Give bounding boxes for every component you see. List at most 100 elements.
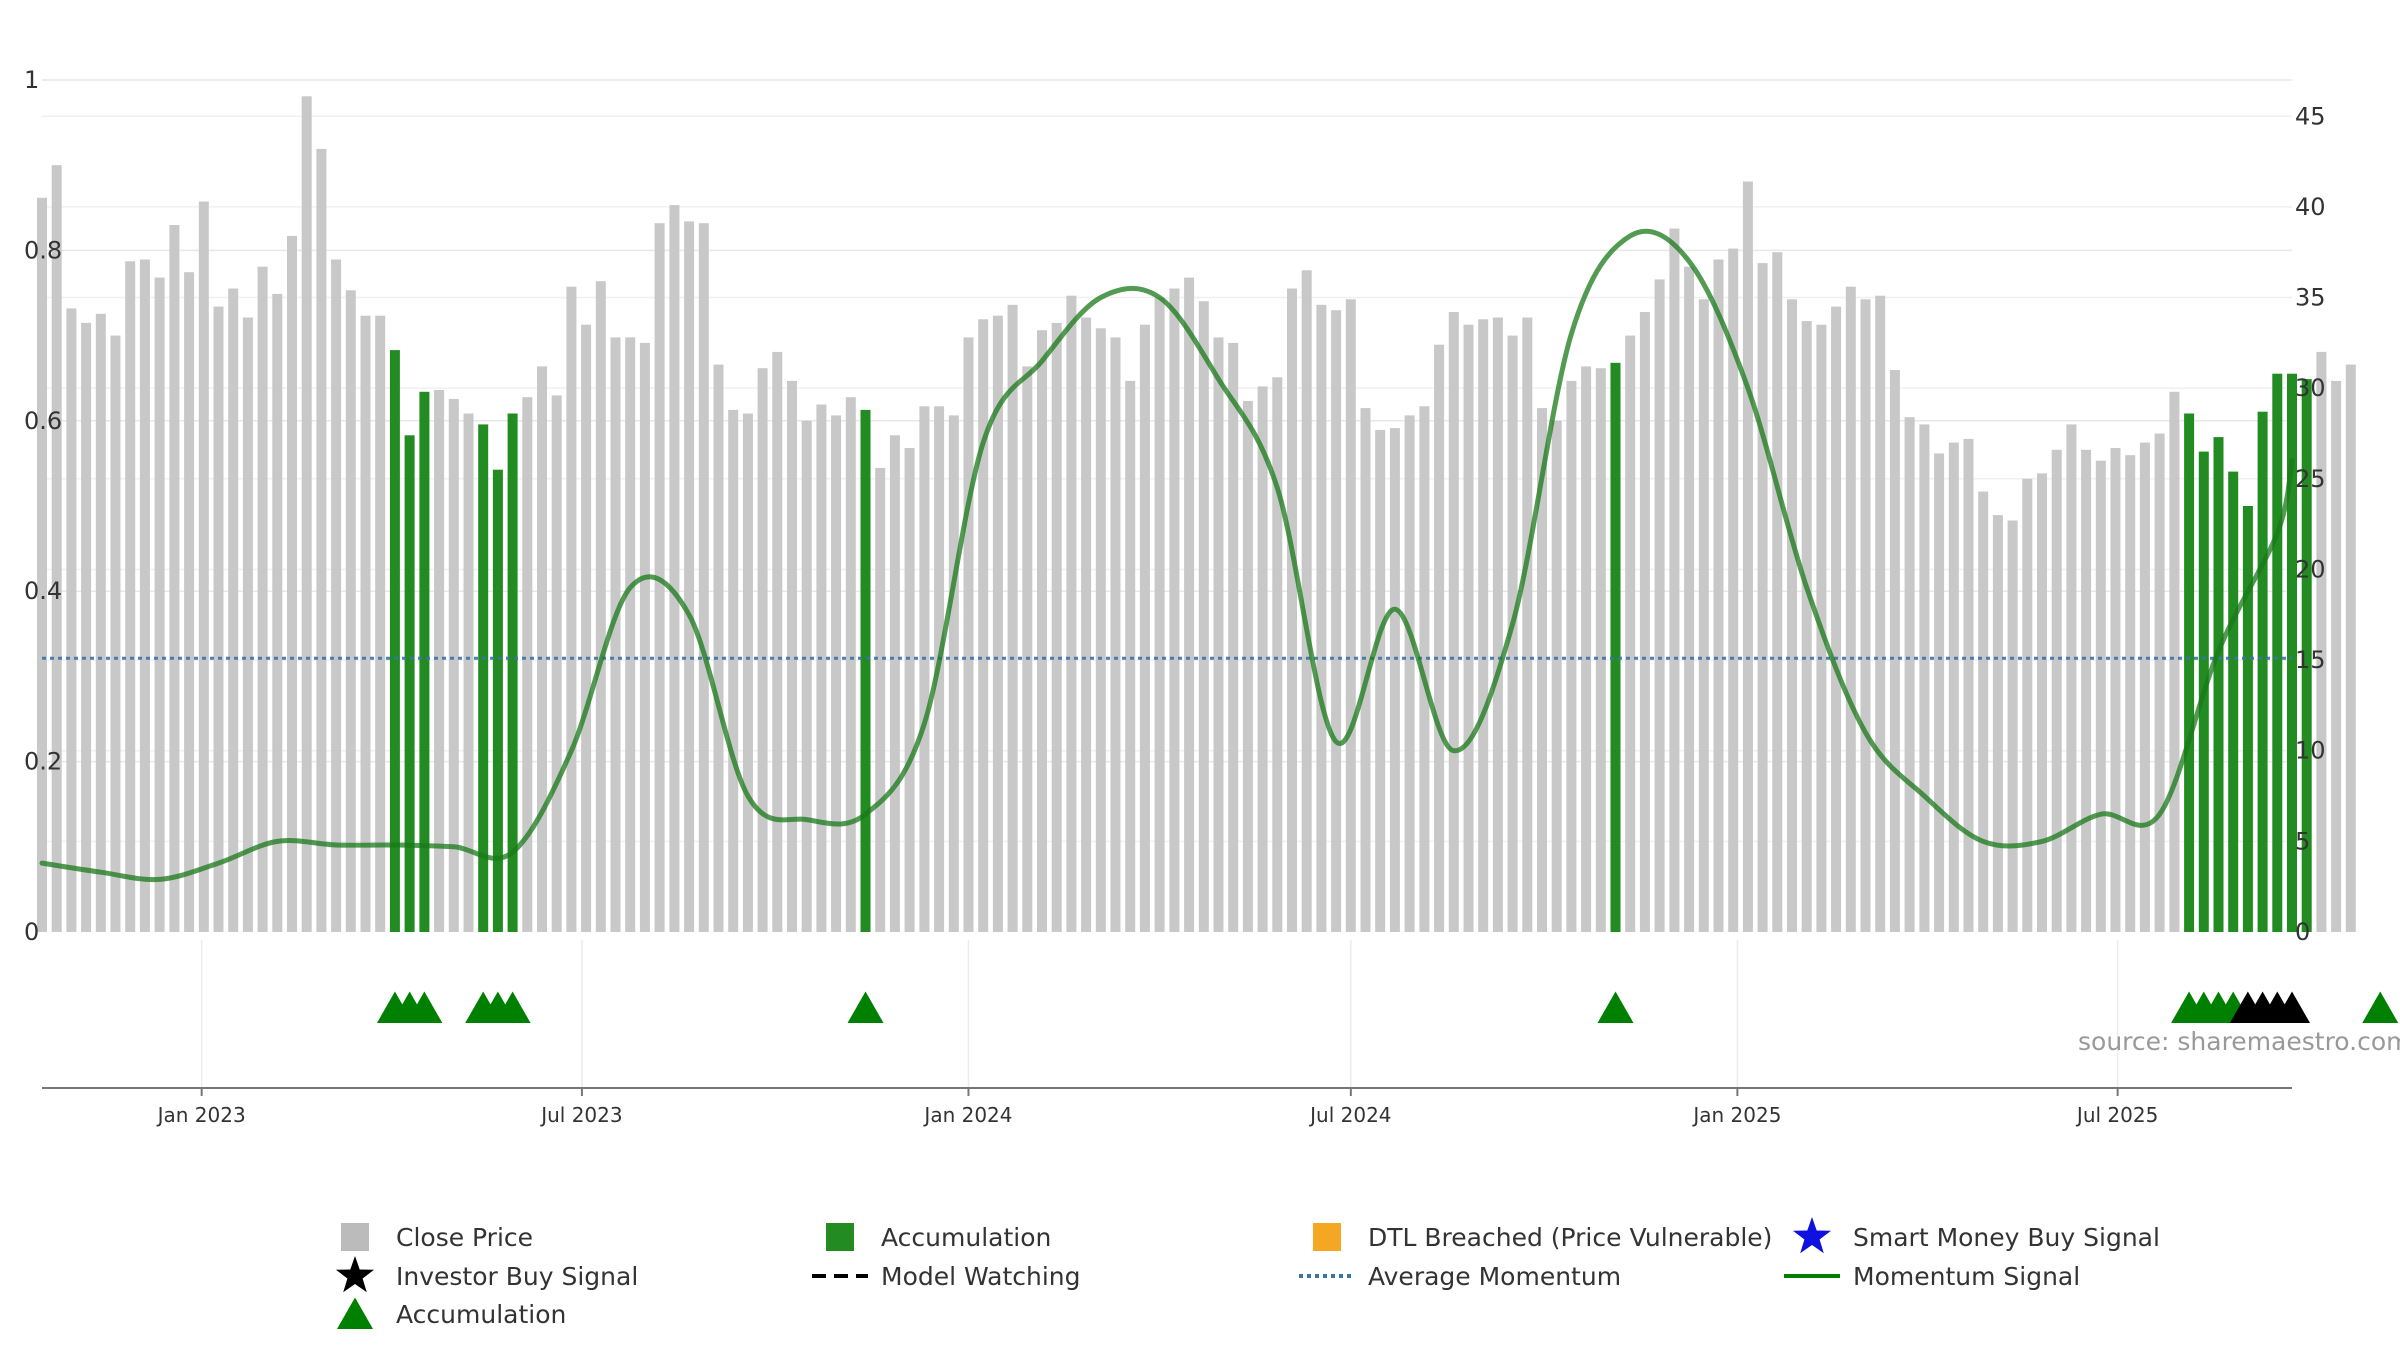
price-bar bbox=[595, 281, 606, 932]
price-bar bbox=[51, 165, 62, 932]
price-bar bbox=[272, 293, 283, 932]
right-tick-label: 25 bbox=[2295, 465, 2326, 493]
price-bar bbox=[831, 415, 842, 932]
right-tick-label: 35 bbox=[2295, 284, 2326, 312]
price-bar bbox=[463, 413, 474, 932]
price-bar bbox=[2007, 520, 2018, 932]
price-bar bbox=[1007, 304, 1018, 932]
legend-label: Investor Buy Signal bbox=[396, 1262, 638, 1291]
x-tick-label: Jan 2025 bbox=[1691, 1103, 1781, 1127]
price-bar bbox=[213, 306, 224, 933]
x-tick-label: Jan 2023 bbox=[156, 1103, 246, 1127]
legend-label: Model Watching bbox=[881, 1262, 1081, 1291]
legend-star-icon bbox=[1793, 1217, 1831, 1254]
price-bar bbox=[1463, 324, 1474, 932]
legend-label: Smart Money Buy Signal bbox=[1853, 1223, 2160, 1252]
price-bar bbox=[2345, 364, 2356, 933]
price-bar bbox=[1992, 515, 2003, 932]
price-bar bbox=[1669, 228, 1680, 933]
price-bar bbox=[1684, 266, 1695, 932]
price-bar bbox=[1345, 299, 1356, 932]
price-bar bbox=[845, 397, 856, 932]
right-tick-label: 0 bbox=[2295, 918, 2310, 946]
price-bar bbox=[184, 272, 195, 932]
price-bar bbox=[2110, 448, 2121, 932]
legend-triangle-icon bbox=[337, 1297, 373, 1329]
accumulation-bar bbox=[1610, 362, 1621, 932]
legend-item: Model Watching bbox=[812, 1262, 1081, 1291]
price-bar bbox=[1169, 288, 1180, 932]
price-bar bbox=[992, 315, 1003, 932]
left-tick-label: 1 bbox=[24, 66, 39, 94]
x-tick-label: Jul 2023 bbox=[539, 1103, 622, 1127]
accumulation-bar bbox=[492, 469, 503, 932]
price-bar bbox=[1566, 380, 1577, 932]
price-bar bbox=[1228, 342, 1239, 932]
price-bar bbox=[37, 197, 47, 933]
price-bar bbox=[1375, 429, 1386, 932]
price-bar bbox=[375, 315, 386, 932]
source-label: source: sharemaestro.com bbox=[2078, 1027, 2400, 1056]
price-bar bbox=[978, 319, 989, 932]
price-bar bbox=[198, 201, 209, 932]
price-bar bbox=[2051, 449, 2062, 932]
momentum-group bbox=[39, 228, 2295, 883]
legend-item: Investor Buy Signal bbox=[336, 1256, 638, 1293]
price-bar bbox=[434, 390, 445, 932]
price-bar bbox=[610, 337, 621, 932]
price-bar bbox=[1845, 286, 1856, 932]
legend-item: Average Momentum bbox=[1299, 1262, 1621, 1291]
price-bar bbox=[169, 225, 180, 932]
price-bar bbox=[345, 290, 356, 932]
legend-item: Smart Money Buy Signal bbox=[1793, 1217, 2160, 1254]
accumulation-bar bbox=[2272, 373, 2283, 932]
price-bar bbox=[772, 351, 783, 932]
price-bar bbox=[2022, 478, 2033, 932]
price-bar bbox=[581, 324, 592, 932]
price-bar bbox=[448, 399, 459, 932]
price-bar bbox=[1110, 337, 1121, 932]
price-bar bbox=[1198, 301, 1209, 932]
price-bar bbox=[1757, 263, 1768, 933]
price-bar bbox=[2169, 391, 2180, 932]
momentum-signal-line bbox=[39, 228, 2295, 883]
legend-label: Accumulation bbox=[396, 1300, 566, 1329]
price-bar bbox=[1831, 306, 1842, 933]
x-tick-label: Jul 2025 bbox=[2075, 1103, 2158, 1127]
legend-label: Accumulation bbox=[881, 1223, 1051, 1252]
price-bar bbox=[301, 96, 312, 933]
legend-square-icon bbox=[1313, 1223, 1341, 1251]
accumulation-marker bbox=[847, 991, 884, 1023]
price-bar bbox=[2331, 380, 2342, 932]
legend-label: Momentum Signal bbox=[1853, 1262, 2080, 1291]
legend-square-icon bbox=[341, 1223, 369, 1251]
price-bar bbox=[1125, 380, 1136, 932]
accumulation-marker bbox=[2362, 991, 2399, 1023]
legend-star-icon bbox=[336, 1256, 374, 1293]
accumulation-bar bbox=[2184, 413, 2195, 932]
accumulation-bar bbox=[478, 424, 489, 932]
price-bar bbox=[889, 435, 900, 932]
price-bar bbox=[1875, 295, 1886, 932]
price-bar bbox=[1389, 428, 1400, 932]
price-bar bbox=[287, 235, 297, 932]
price-bar bbox=[1639, 312, 1650, 932]
price-bar bbox=[2081, 449, 2092, 932]
price-bar bbox=[1360, 408, 1371, 933]
price-bar bbox=[1978, 491, 1989, 932]
price-bar bbox=[1184, 277, 1195, 933]
price-bar bbox=[316, 148, 327, 932]
legend: Close Price Accumulation DTL Breached (Pri… bbox=[336, 1217, 2160, 1329]
left-tick-label: 0.4 bbox=[24, 577, 62, 605]
price-bar bbox=[742, 413, 753, 932]
price-bar bbox=[81, 322, 92, 932]
price-bar bbox=[1448, 312, 1459, 932]
price-bar bbox=[1287, 288, 1297, 932]
price-bar bbox=[1713, 259, 1724, 932]
price-bar bbox=[1492, 317, 1503, 932]
accumulation-marker bbox=[406, 991, 443, 1023]
price-bar bbox=[757, 368, 768, 932]
price-bar bbox=[639, 342, 650, 932]
legend-item: Momentum Signal bbox=[1784, 1262, 2080, 1291]
